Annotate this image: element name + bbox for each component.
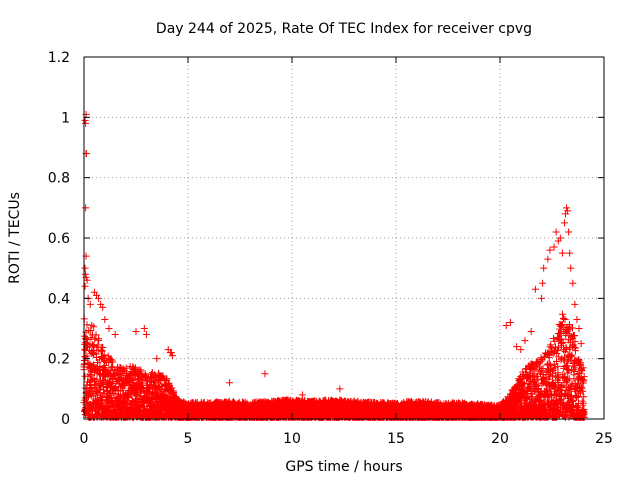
grid-lines [84, 57, 604, 419]
data-point [123, 394, 131, 402]
data-point [92, 331, 100, 339]
data-point [149, 389, 157, 397]
data-point [110, 391, 118, 399]
data-point [99, 343, 107, 351]
data-point [99, 386, 107, 394]
data-point [159, 372, 167, 380]
data-point [168, 384, 176, 392]
data-point [84, 359, 92, 367]
data-point [87, 327, 95, 335]
data-point [83, 321, 91, 329]
data-point [95, 385, 103, 393]
data-point [90, 323, 98, 331]
chart-title: Day 244 of 2025, Rate Of TEC Index for r… [156, 21, 532, 37]
data-points [80, 110, 588, 421]
data-point [91, 335, 99, 343]
data-point [89, 361, 97, 369]
data-point [163, 375, 171, 383]
x-axis-label: GPS time / hours [285, 459, 402, 475]
data-point [109, 358, 117, 366]
data-point [95, 336, 103, 344]
data-point [122, 364, 130, 372]
y-axis-label: ROTI / TECUs [7, 192, 23, 284]
